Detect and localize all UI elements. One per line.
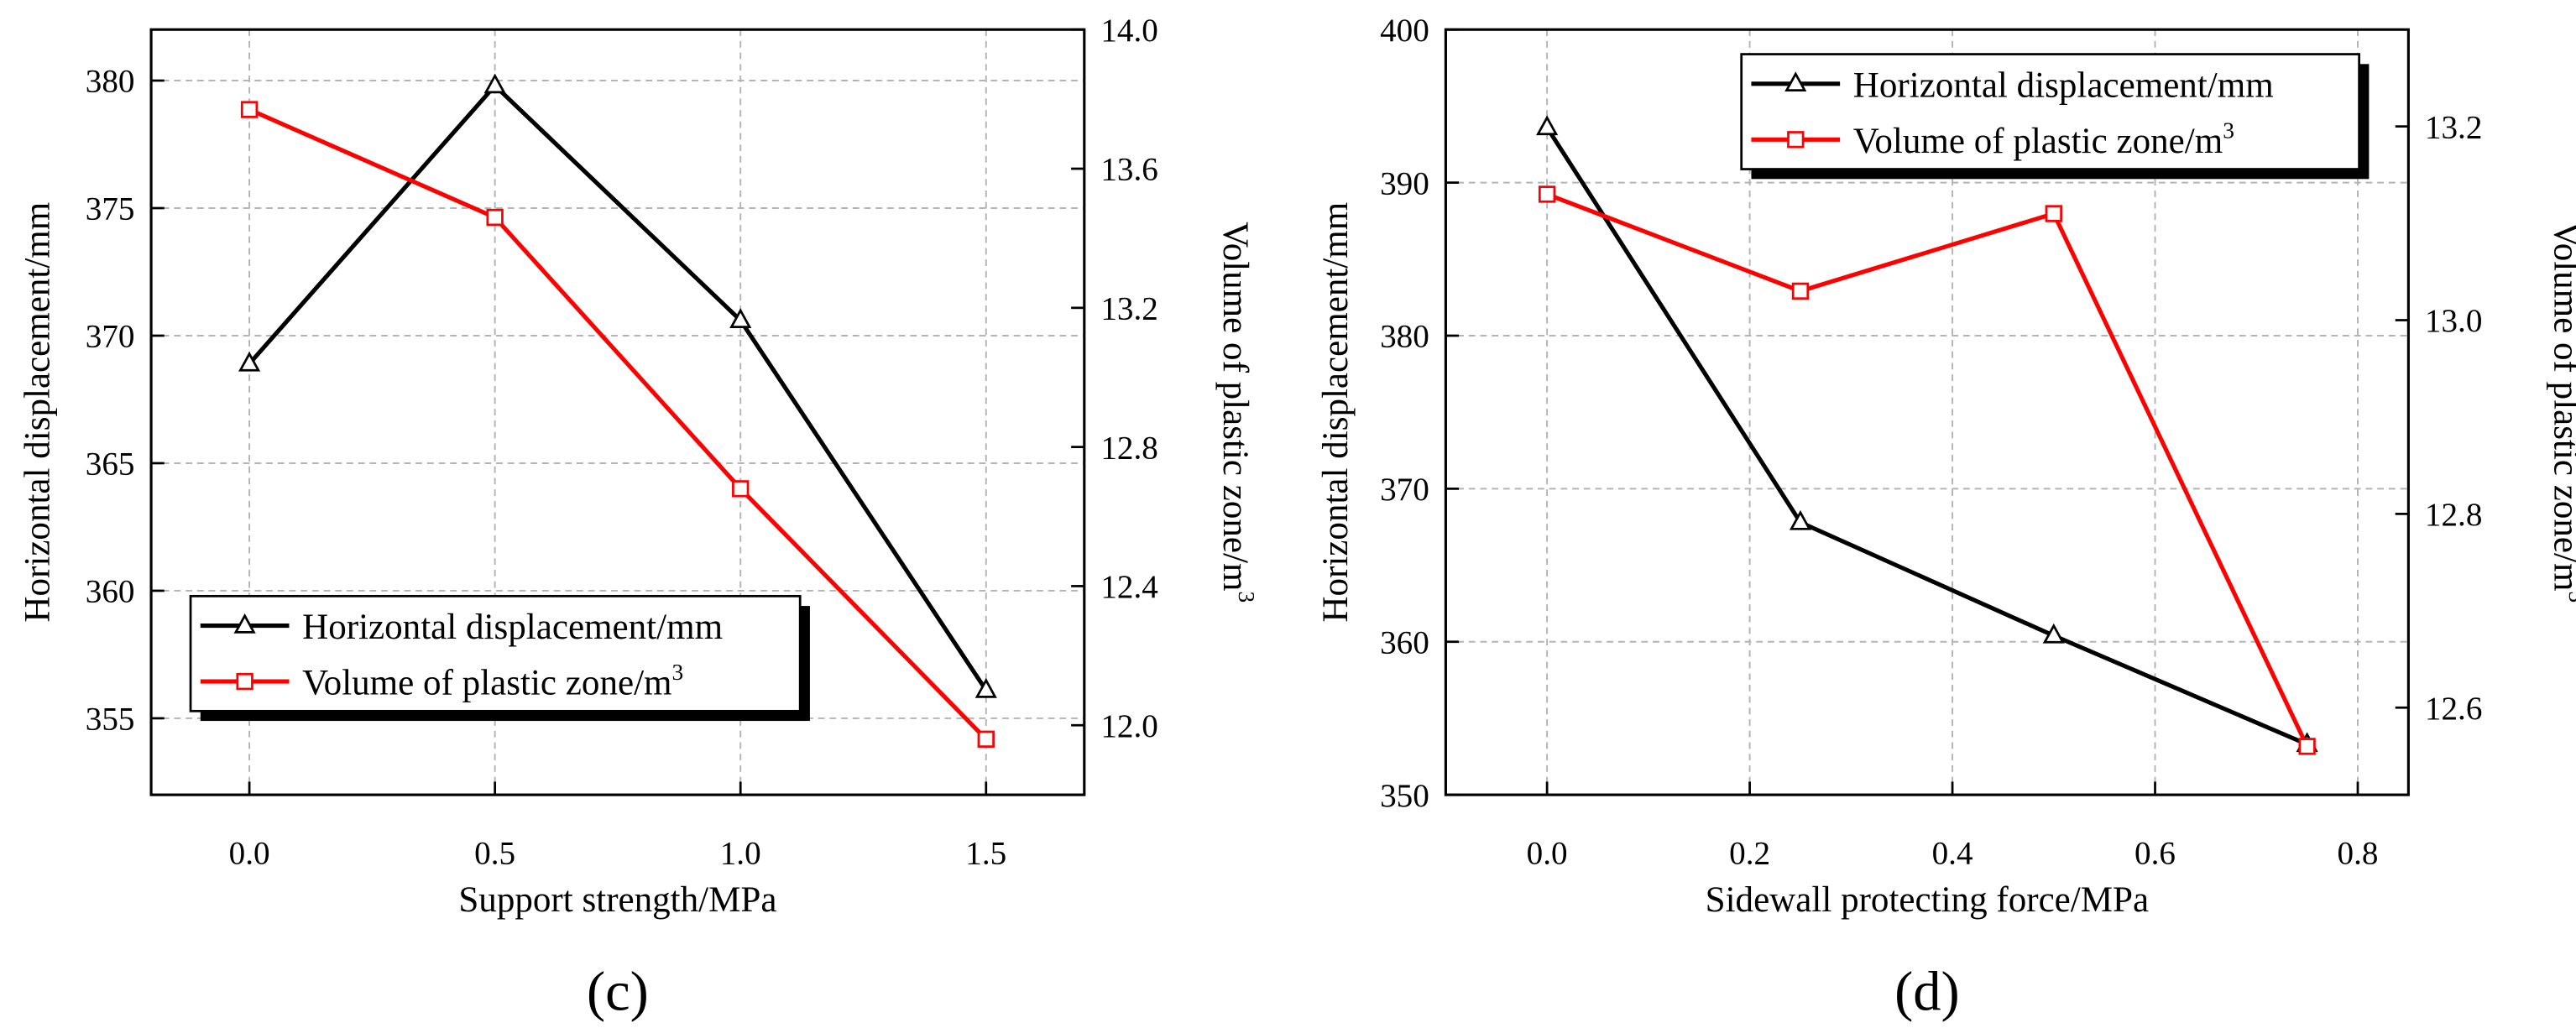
series-line-1 — [248, 107, 988, 741]
plot-frame — [1444, 28, 2410, 796]
data-point-square — [732, 480, 750, 498]
legend-label-1: Volume of plastic zone/m3 — [1853, 117, 2234, 161]
y-right-tick-label: 12.4 — [1100, 569, 1157, 605]
series-line-0 — [1544, 126, 2308, 747]
panel-label: (d) — [1894, 961, 1960, 1022]
legend-box — [189, 594, 802, 712]
y-left-tick-label: 370 — [1380, 472, 1429, 508]
y-right-axis-label-superscript: 3 — [1234, 591, 1259, 603]
data-point-triangle — [974, 677, 997, 698]
legend-label-superscript: 3 — [672, 660, 684, 685]
y-right-tick-label: 12.6 — [2425, 691, 2482, 727]
legend-marker-triangle — [1784, 71, 1807, 91]
data-point-square — [1538, 185, 1556, 203]
x-tick-label: 0.0 — [1527, 835, 1568, 871]
x-tick-label: 1.5 — [965, 835, 1006, 871]
x-tick-label: 0.8 — [2338, 835, 2379, 871]
chart-c: 0.0 0.5 1.0 1.5 355 360 365 370 375 380 12.0 12.4 12… — [18, 13, 1259, 1023]
x-tick-label: 1.0 — [720, 835, 761, 871]
y-right-tick-label: 12.8 — [2425, 497, 2482, 533]
chart-d: 0.0 0.2 0.4 0.6 0.8 350 360 370 380 390 400 12.6 12.… — [1316, 13, 2576, 1023]
y-left-tick-label: 355 — [86, 702, 135, 738]
data-point-triangle — [2042, 623, 2065, 644]
data-point-triangle — [1789, 509, 1812, 530]
x-tick-label: 0.0 — [229, 835, 270, 871]
y-left-tick-label: 360 — [86, 574, 135, 610]
y-left-tick-label: 380 — [86, 64, 135, 100]
y-right-axis-label: Volume of plastic zone/m3 — [2547, 222, 2576, 603]
legend-label-1: Volume of plastic zone/m3 — [302, 660, 683, 703]
y-left-tick-label: 375 — [86, 191, 135, 227]
y-right-tick-label: 13.2 — [1100, 291, 1157, 327]
y-right-tick-label: 13.0 — [2425, 303, 2482, 339]
legend-marker-square — [236, 672, 253, 691]
data-point-triangle — [1536, 115, 1559, 136]
legend-marker-triangle — [233, 613, 256, 634]
data-point-square — [486, 208, 504, 227]
series-line-0 — [248, 82, 988, 691]
data-point-triangle — [238, 351, 261, 372]
y-right-tick-label: 13.2 — [2425, 109, 2482, 145]
y-right-axis-label: Volume of plastic zone/m3 — [1215, 222, 1259, 603]
y-right-tick-label: 12.0 — [1100, 708, 1157, 744]
y-left-tick-label: 365 — [86, 446, 135, 483]
data-point-square — [240, 101, 259, 118]
data-point-triangle — [483, 73, 506, 94]
legend-label-0: Horizontal displacement/mm — [1853, 65, 2274, 105]
y-right-axis-label-superscript: 3 — [2564, 591, 2576, 603]
y-left-axis-label: Horizontal displacement/mm — [18, 202, 58, 623]
y-left-axis-label: Horizontal displacement/mm — [1316, 202, 1356, 623]
y-left-tick-label: 400 — [1380, 13, 1429, 49]
series-line-1 — [1546, 192, 2309, 748]
y-right-tick-label: 12.8 — [1100, 430, 1157, 466]
legend-label-0: Horizontal displacement/mm — [302, 608, 723, 647]
y-left-tick-label: 370 — [86, 319, 135, 355]
data-point-square — [977, 730, 995, 748]
plot-frame — [149, 28, 1086, 796]
y-right-tick-label: 14.0 — [1100, 13, 1157, 49]
chart-scaled-group: 0.0 0.2 0.4 0.6 0.8 350 360 370 380 390 400 12.6 12.… — [1316, 13, 2576, 1023]
panel-label: (c) — [587, 961, 649, 1022]
data-point-square — [1791, 282, 1810, 300]
x-tick-label: 0.5 — [474, 835, 515, 871]
legend-marker-square — [1787, 131, 1805, 149]
y-left-tick-label: 360 — [1380, 624, 1429, 660]
data-point-square — [2298, 738, 2316, 755]
data-point-square — [2045, 205, 2062, 222]
y-right-tick-label: 13.6 — [1100, 152, 1157, 188]
chart-scaled-group: 0.0 0.5 1.0 1.5 355 360 365 370 375 380 12.0 12.4 12… — [18, 13, 1259, 1023]
legend-box — [1740, 53, 2361, 170]
x-tick-label: 0.6 — [2134, 835, 2176, 871]
y-left-tick-label: 350 — [1380, 778, 1429, 814]
x-axis-label: Support strength/MPa — [458, 880, 776, 920]
y-left-tick-label: 380 — [1380, 319, 1429, 355]
legend-label-superscript: 3 — [2223, 117, 2234, 143]
y-left-tick-label: 390 — [1380, 165, 1429, 201]
x-tick-label: 0.2 — [1729, 835, 1770, 871]
x-tick-label: 0.4 — [1932, 835, 1973, 871]
data-point-triangle — [729, 308, 752, 328]
x-axis-label: Sidewall protecting force/MPa — [1706, 880, 2149, 920]
